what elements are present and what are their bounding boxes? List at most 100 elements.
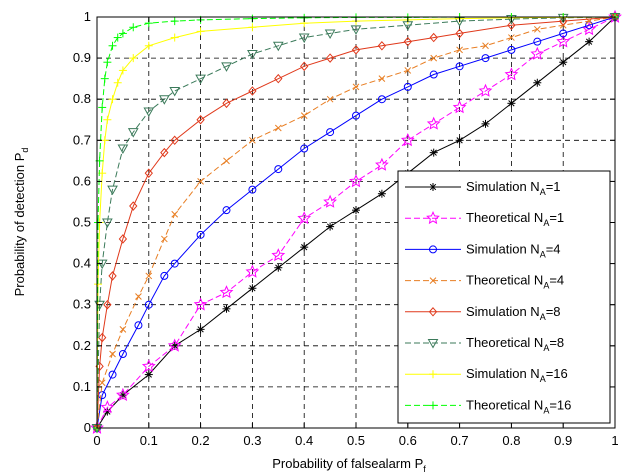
- x-tick-label: 1: [611, 433, 618, 448]
- data-point: [170, 33, 179, 42]
- data-point: [127, 128, 139, 138]
- data-point: [129, 54, 138, 63]
- data-point: [160, 271, 169, 280]
- data-point: [249, 136, 256, 144]
- data-point: [456, 46, 463, 54]
- data-point: [169, 86, 181, 97]
- axis-ticks: 0 0.1 0.2 0.3 0.4 0.5 0.6 0.7 0.8 0.9 1 0 0.1 0.2 0.3 0…: [73, 9, 619, 448]
- data-point: [248, 284, 257, 293]
- legend-label: Simulation NA=4: [466, 241, 561, 259]
- y-tick-label: 0.1: [73, 379, 91, 394]
- legend-swatch-marker: [429, 183, 437, 191]
- y-axis-label: Probability of detection Pd: [12, 148, 30, 297]
- data-point: [351, 45, 361, 55]
- data-point: [349, 174, 363, 188]
- data-point: [350, 25, 362, 35]
- data-point: [245, 264, 260, 278]
- data-point: [429, 32, 438, 43]
- data-point: [116, 387, 130, 402]
- y-tick-label: 0.3: [73, 297, 91, 312]
- data-point: [196, 325, 205, 334]
- data-point: [504, 67, 519, 81]
- data-point: [248, 86, 257, 96]
- y-tick-label: 0.2: [73, 338, 91, 353]
- data-point: [171, 210, 179, 218]
- x-tick-label: 0: [93, 433, 100, 448]
- data-point: [100, 400, 115, 414]
- data-point: [223, 157, 230, 165]
- data-point: [400, 133, 415, 147]
- data-point: [219, 285, 234, 299]
- data-point: [160, 147, 169, 158]
- data-point: [455, 28, 464, 39]
- data-point: [452, 100, 467, 114]
- data-point: [108, 95, 117, 104]
- data-point: [100, 136, 109, 145]
- data-point: [404, 67, 412, 74]
- data-point: [196, 230, 205, 239]
- data-point: [481, 119, 490, 128]
- data-point: [377, 41, 387, 51]
- data-point: [323, 194, 337, 208]
- data-point: [430, 54, 438, 62]
- legend-label: Theoretical NA=16: [466, 397, 571, 415]
- x-axis-label: Probability of falsealarm Pf: [272, 456, 426, 473]
- x-tick-label: 0.6: [399, 433, 417, 448]
- y-tick-label: 1: [84, 9, 91, 24]
- series-line: [96, 16, 616, 429]
- legend-swatch-marker: [429, 277, 437, 284]
- data-point: [108, 41, 117, 50]
- x-tick-label: 0.4: [295, 433, 313, 448]
- data-point: [141, 359, 156, 373]
- data-point: [559, 58, 568, 67]
- data-point: [118, 29, 127, 38]
- legend-swatch-marker: [428, 307, 438, 317]
- data-point: [109, 350, 116, 358]
- data-point: [113, 33, 122, 42]
- series-2: [90, 9, 622, 434]
- legend-label: Simulation NA=16: [466, 366, 568, 384]
- data-point: [145, 272, 153, 280]
- data-point: [103, 299, 112, 310]
- data-point: [274, 124, 282, 132]
- data-point: [248, 185, 257, 194]
- data-point: [144, 370, 153, 379]
- series-5: [92, 12, 620, 433]
- data-point: [377, 189, 386, 198]
- data-point: [134, 321, 143, 330]
- legend-item: Simulation NA=16: [405, 366, 568, 384]
- data-point: [144, 41, 153, 50]
- data-point: [507, 20, 516, 30]
- data-point: [144, 168, 153, 178]
- x-axis-label-sub: f: [423, 464, 426, 473]
- data-point: [533, 37, 542, 46]
- data-point: [119, 326, 127, 333]
- data-point: [221, 62, 232, 72]
- legend-label: Simulation NA=8: [466, 304, 561, 322]
- data-point: [507, 45, 516, 54]
- data-point: [297, 211, 312, 225]
- data-point: [324, 29, 336, 39]
- data-point: [326, 128, 335, 137]
- data-point: [195, 74, 206, 85]
- legend-swatch-marker: [429, 401, 437, 410]
- data-point: [377, 95, 386, 104]
- legend-swatch-marker: [427, 339, 439, 349]
- legend-label: Theoretical NA=1: [466, 210, 564, 228]
- x-tick-label: 0.7: [451, 433, 469, 448]
- data-point: [508, 34, 515, 41]
- legend-item: Simulation NA=8: [405, 304, 561, 322]
- data-point: [403, 36, 412, 47]
- data-point: [170, 259, 179, 268]
- data-point: [103, 115, 112, 124]
- data-point: [100, 74, 109, 83]
- y-tick-label: 0.8: [73, 91, 91, 106]
- data-point: [118, 66, 127, 75]
- data-point: [160, 235, 168, 243]
- data-point: [429, 70, 438, 79]
- series-line: [96, 16, 616, 429]
- data-point: [300, 243, 309, 252]
- legend-label: Theoretical NA=4: [466, 273, 564, 291]
- x-axis-label-text: Probability of falsealarm P: [272, 456, 423, 471]
- legend-item: Theoretical NA=16: [405, 397, 571, 415]
